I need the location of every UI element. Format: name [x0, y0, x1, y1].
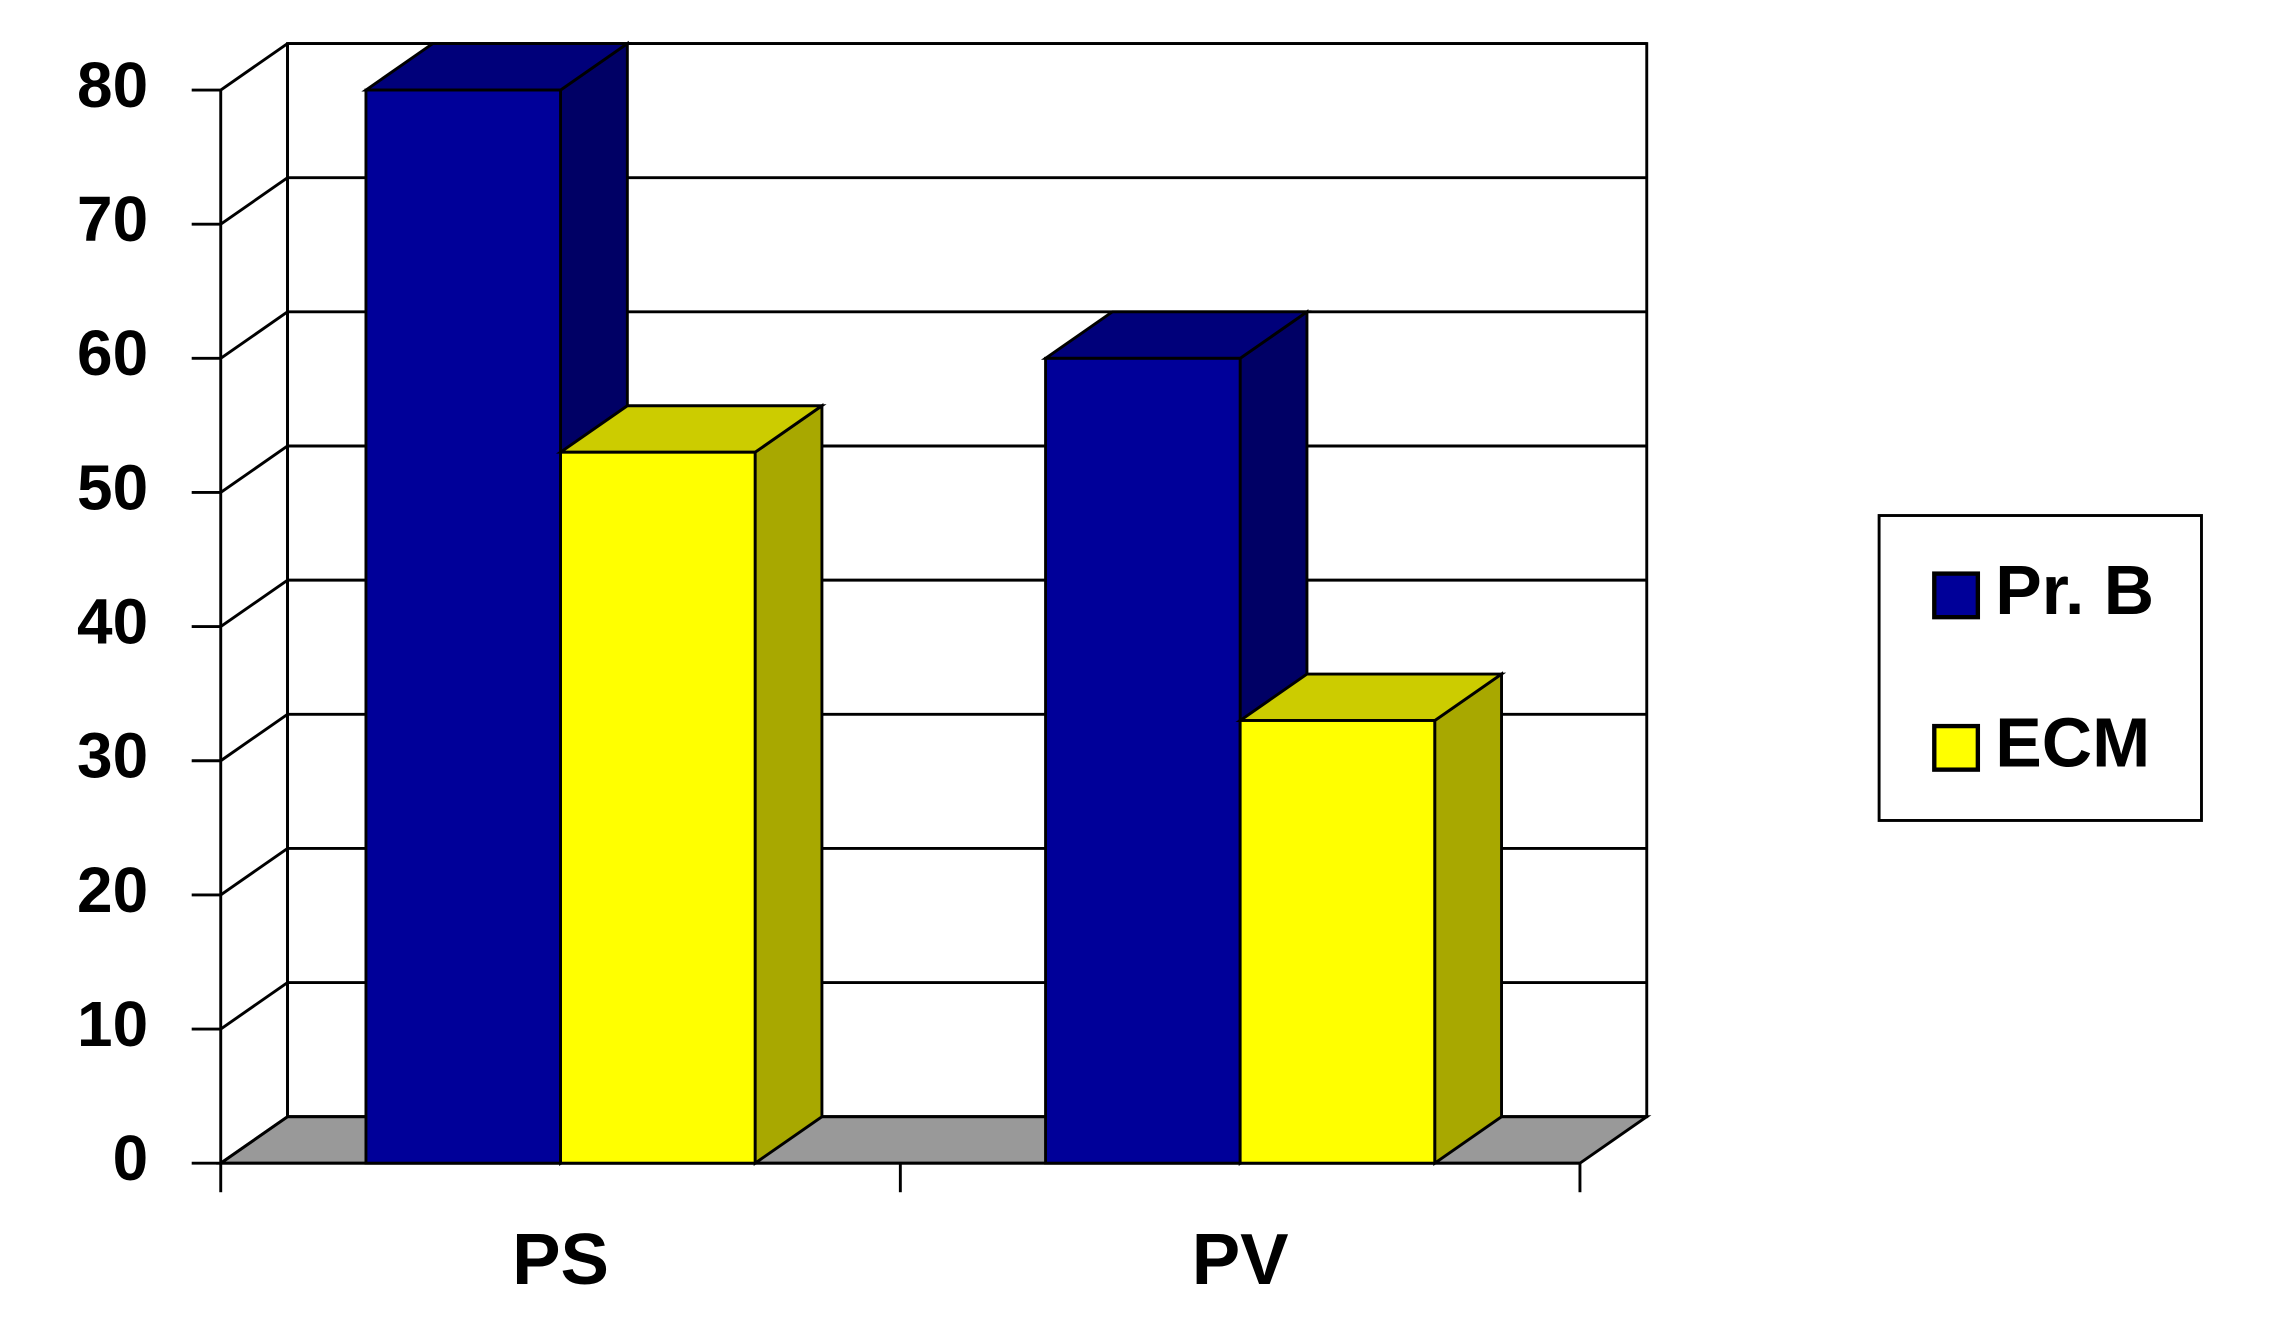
y-tick-label: 40	[77, 585, 148, 657]
grid-line	[219, 1115, 289, 1165]
bar	[559, 450, 757, 1165]
legend-label: Pr. B	[1995, 551, 2154, 629]
y-tick-label: 30	[77, 720, 148, 792]
x-tick-label: PV	[1192, 1219, 1289, 1300]
bar-side	[1433, 671, 1503, 1166]
y-tick-label: 50	[77, 451, 148, 523]
legend-swatch	[1932, 723, 1981, 772]
bar	[364, 88, 562, 1165]
y-tick-label: 80	[77, 49, 148, 121]
grid-line	[219, 713, 289, 762]
legend-label: ECM	[1995, 703, 2150, 781]
grid-line	[219, 444, 289, 494]
grid-line	[219, 176, 289, 226]
bar	[1044, 356, 1242, 1165]
y-tick-label: 0	[113, 1122, 149, 1194]
x-tick-label: PS	[512, 1219, 609, 1300]
y-tick-label: 60	[77, 317, 148, 389]
bar	[1238, 719, 1437, 1165]
grid-line	[219, 310, 289, 360]
legend-swatch	[1932, 571, 1981, 620]
grid-line	[219, 578, 289, 628]
grid-line	[219, 847, 289, 897]
y-tick-label: 10	[77, 988, 148, 1060]
grid-line	[219, 981, 289, 1031]
bar-side	[753, 402, 824, 1166]
y-tick-label: 70	[77, 183, 148, 255]
y-tick-label: 20	[77, 854, 148, 926]
grid-line	[219, 42, 289, 92]
